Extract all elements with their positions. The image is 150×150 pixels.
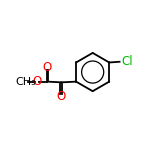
Text: O: O <box>57 90 66 103</box>
Text: O: O <box>43 61 52 74</box>
Text: O: O <box>32 75 41 88</box>
Text: Cl: Cl <box>122 55 133 68</box>
Text: CH₃: CH₃ <box>16 77 37 87</box>
